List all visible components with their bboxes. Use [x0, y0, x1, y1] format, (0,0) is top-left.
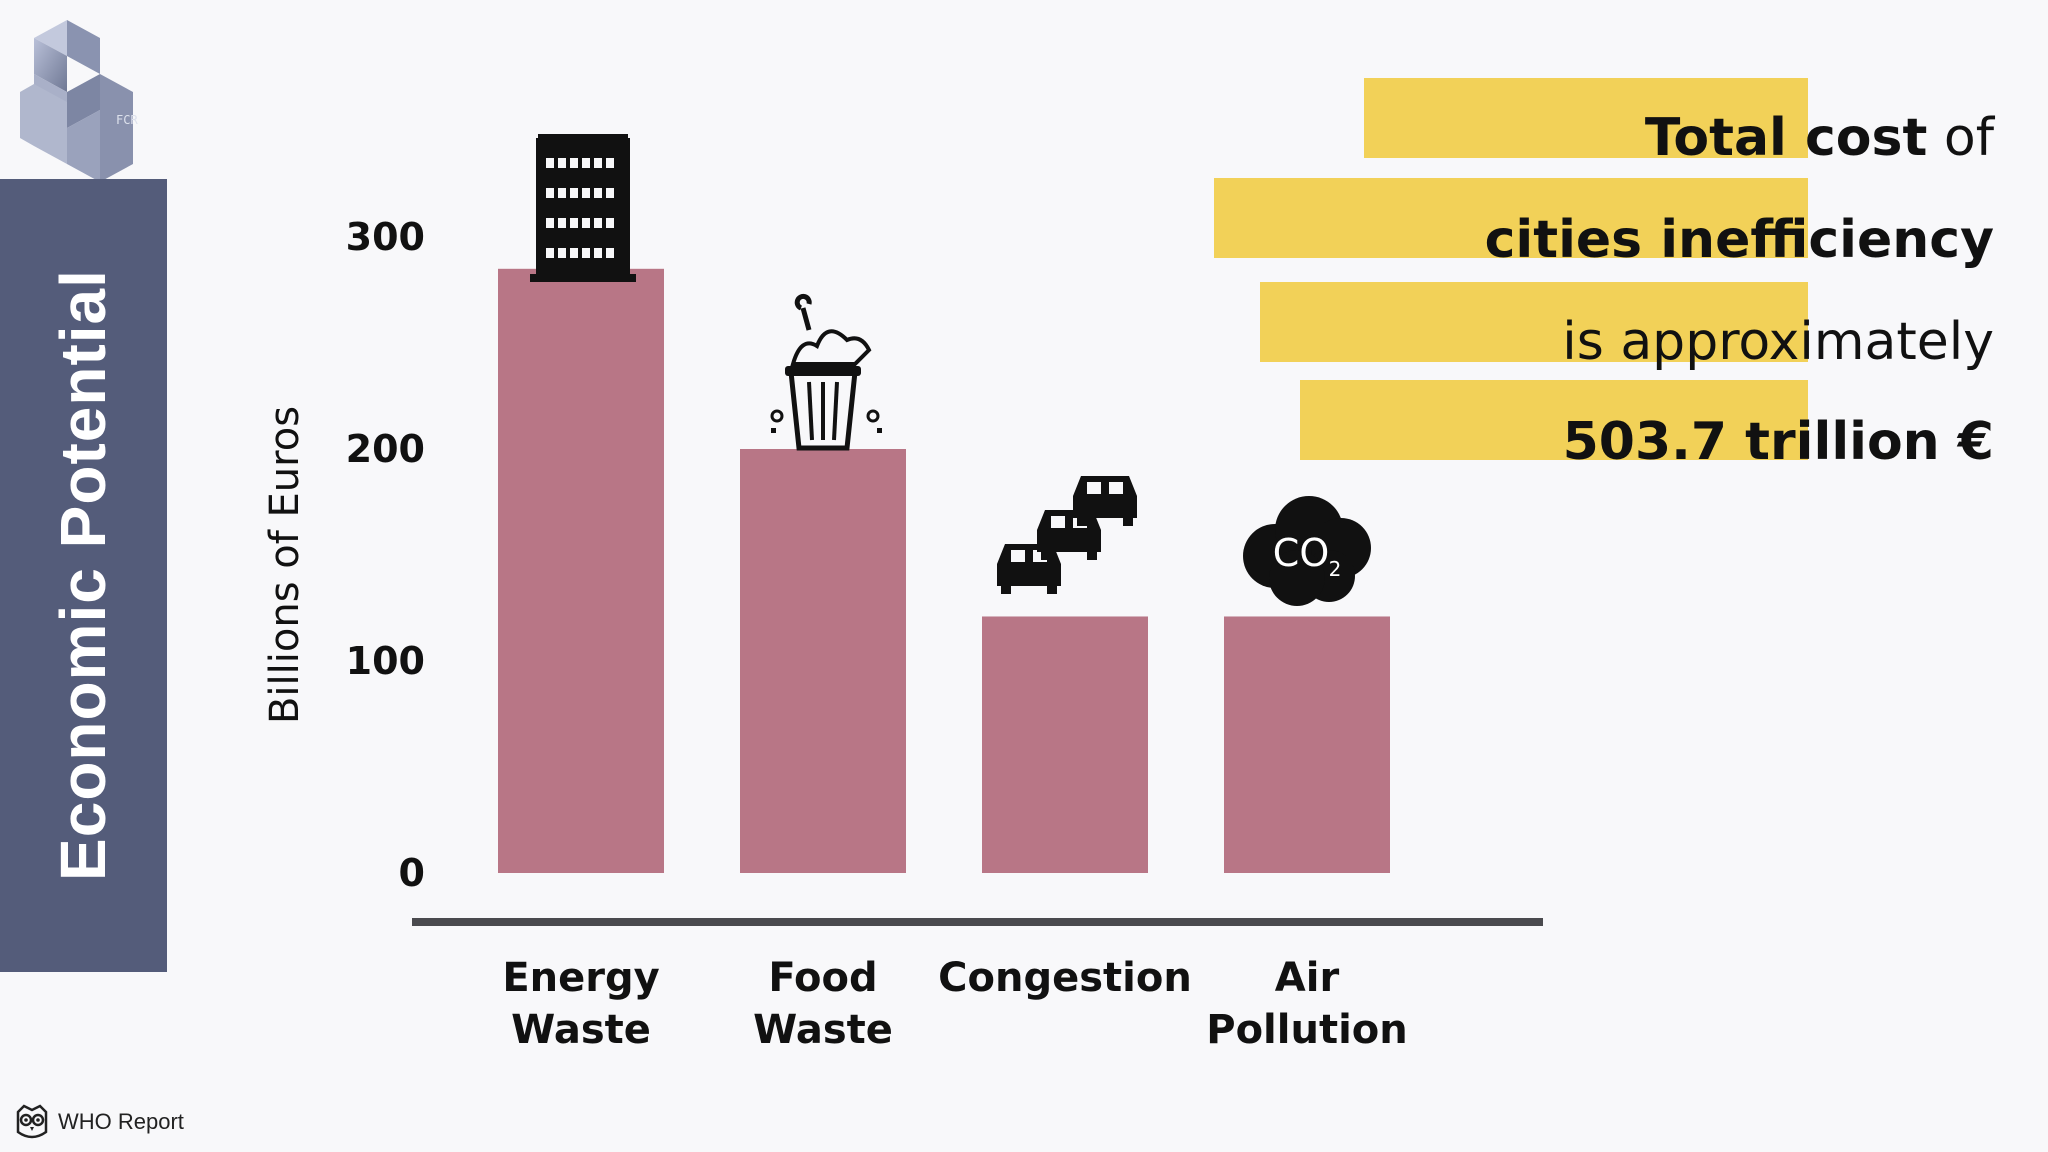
logo-letter: FCR — [116, 113, 138, 127]
bar — [1224, 616, 1390, 873]
category-label: Waste — [753, 1007, 893, 1053]
category-label: Food — [768, 955, 877, 1001]
cars-traffic-icon — [997, 476, 1137, 594]
category-label: Air — [1275, 955, 1340, 1001]
trash-bin-icon — [770, 293, 882, 451]
owl-icon — [16, 1104, 48, 1139]
source-footer: WHO Report — [12, 1102, 184, 1142]
callout-line-1: Total cost of — [1644, 108, 1994, 168]
category-labels: Energy Waste Food Waste Congestion Air Polluti… — [502, 955, 1407, 1053]
bar — [740, 449, 906, 873]
y-ticks: 0 100 200 300 — [346, 215, 425, 895]
cubes-logo: FCR — [20, 20, 138, 182]
highlight-bar — [1300, 380, 1808, 460]
co2-cloud-icon: CO 2 — [1243, 496, 1371, 606]
highlight-bar — [1214, 178, 1808, 258]
callout-total-value: 503.7 trillion € — [1562, 412, 1994, 472]
category-label: Pollution — [1206, 1007, 1407, 1053]
y-tick-label: 200 — [346, 427, 425, 471]
y-tick-label: 100 — [346, 639, 425, 683]
total-cost-callout: Total cost of cities inefficiency is app… — [1214, 0, 2048, 500]
bar — [982, 616, 1148, 873]
y-tick-label: 0 — [399, 851, 425, 895]
bars — [498, 268, 1390, 873]
svg-text:CO: CO — [1273, 531, 1329, 575]
category-label: Waste — [511, 1007, 651, 1053]
y-axis-label: Billions of Euros — [262, 406, 308, 724]
highlight-bar — [1260, 282, 1808, 362]
highlight-bar — [1364, 78, 1808, 158]
side-band — [0, 179, 167, 972]
callout-line-3: is approximately — [1562, 312, 1994, 372]
bar — [498, 268, 664, 873]
category-label: Energy — [502, 955, 659, 1001]
office-building-icon — [530, 134, 636, 282]
svg-text:2: 2 — [1329, 557, 1342, 581]
category-icons: CO 2 — [530, 134, 1371, 606]
source-label: WHO Report — [58, 1109, 184, 1134]
y-tick-label: 300 — [346, 215, 425, 259]
category-label: Congestion — [938, 955, 1192, 1001]
callout-line-2: cities inefficiency — [1484, 210, 1994, 270]
